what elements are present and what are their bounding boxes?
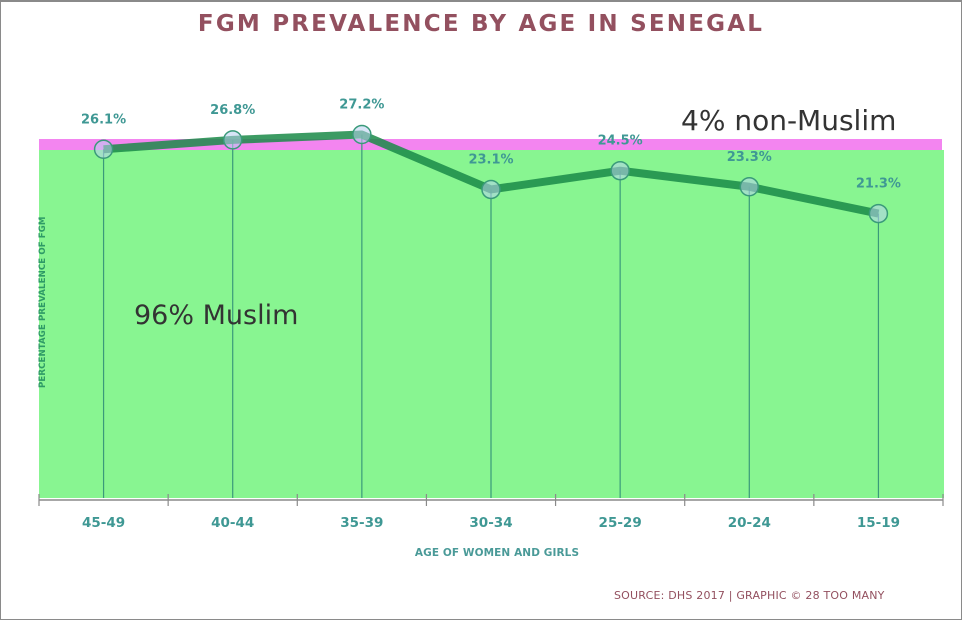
x-tick-label: 25-29: [599, 515, 642, 531]
data-label: 23.3%: [727, 150, 772, 165]
data-label: 27.2%: [339, 98, 384, 113]
x-tick-label: 45-49: [82, 515, 125, 531]
data-label: 21.3%: [856, 177, 901, 192]
x-tick-label: 35-39: [340, 515, 383, 531]
data-label: 24.5%: [598, 134, 643, 149]
y-axis-title: PERCENTAGE PREVALENCE OF FGM: [38, 216, 48, 388]
annotation-muslim: 96% Muslim: [134, 300, 299, 331]
data-marker: [868, 203, 889, 224]
source-credit: SOURCE: DHS 2017 | GRAPHIC © 28 TOO MANY: [614, 589, 885, 602]
non-muslim-band: [39, 139, 942, 150]
data-marker: [739, 177, 760, 197]
x-tick-labels: 45-49 40-44 35-39 30-34 25-29 20-24 15-19: [82, 515, 900, 531]
x-tick-label: 40-44: [211, 515, 254, 531]
x-axis: [38, 494, 944, 506]
data-marker: [481, 179, 501, 200]
data-marker: [610, 160, 630, 181]
chart-title: FGM PREVALENCE BY AGE IN SENEGAL: [197, 11, 765, 37]
data-label: 26.1%: [81, 112, 126, 127]
data-labels: 26.1% 26.8% 27.2% 23.1% 24.5% 23.3% 21.3%: [81, 98, 901, 192]
annotation-non-muslim: 4% non-Muslim: [681, 104, 897, 137]
x-axis-title: AGE OF WOMEN AND GIRLS: [414, 547, 580, 559]
x-tick-label: 15-19: [857, 515, 900, 531]
data-marker: [222, 130, 243, 150]
data-marker: [352, 124, 372, 145]
data-label: 23.1%: [468, 152, 513, 167]
data-marker: [93, 139, 114, 160]
droplines: [102, 134, 880, 498]
data-label: 26.8%: [210, 103, 255, 118]
x-tick-label: 20-24: [728, 515, 771, 531]
x-tick-label: 30-34: [469, 515, 512, 531]
data-markers: [93, 124, 889, 224]
